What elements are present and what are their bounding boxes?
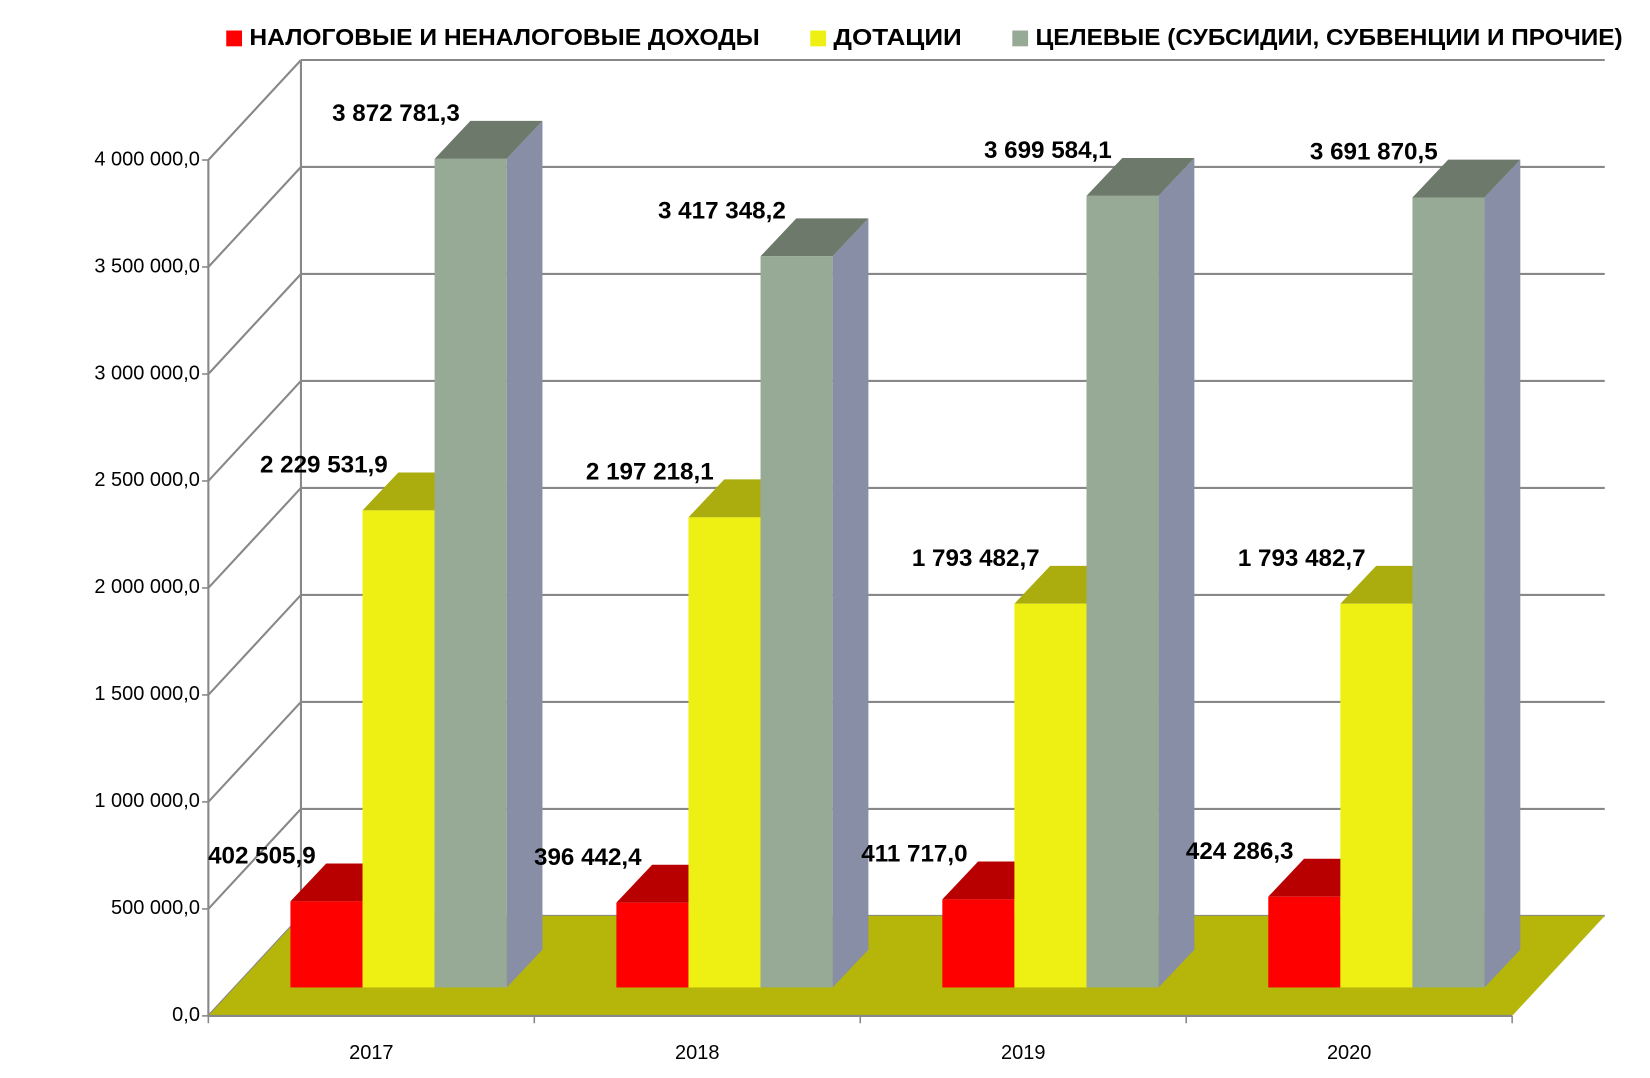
legend-label: ДОТАЦИИ [833, 24, 961, 50]
bar [1086, 196, 1158, 988]
data-label: 3 691 870,5 [1310, 139, 1438, 166]
data-label: 3 417 348,2 [658, 197, 786, 224]
y-tick-label: 3 500 000,0 [94, 255, 200, 277]
bar [1412, 198, 1484, 988]
legend-label: ЦЕЛЕВЫЕ (СУБСИДИИ, СУБВЕНЦИИ И ПРОЧИЕ) [1035, 24, 1622, 50]
y-tick-label: 1 500 000,0 [94, 683, 200, 705]
bar [1014, 604, 1086, 988]
page: 0,0 500 000,0 1 000 000,0 1 500 000,0 2 000 … [0, 0, 1650, 1078]
data-label: 1 793 482,7 [912, 545, 1040, 572]
x-tick-label: 2017 [349, 1042, 393, 1064]
y-tick-label: 2 000 000,0 [94, 576, 200, 598]
bar [435, 159, 507, 988]
bar [363, 510, 435, 987]
legend-marker [1012, 31, 1028, 47]
bar [761, 256, 833, 987]
y-tick-label: 4 000 000,0 [94, 148, 200, 170]
y-tick-label: 3 000 000,0 [94, 362, 200, 384]
data-label: 2 229 531,9 [260, 452, 388, 479]
bar-side [1485, 160, 1521, 988]
bar [688, 517, 760, 987]
y-tick-label: 2 500 000,0 [94, 469, 200, 491]
y-tick-label: 1 000 000,0 [94, 790, 200, 812]
data-label: 396 442,4 [534, 844, 642, 871]
bar-side [833, 218, 869, 987]
chart: 0,0 500 000,0 1 000 000,0 1 500 000,0 2 000 … [0, 0, 1650, 1078]
bar [290, 901, 362, 987]
y-tick-label: 0,0 [172, 1004, 200, 1026]
data-label: 424 286,3 [1186, 838, 1294, 865]
y-tick-label: 500 000,0 [111, 897, 200, 919]
bar [942, 899, 1014, 987]
legend-marker [810, 31, 826, 47]
bar [1340, 604, 1412, 988]
data-label: 411 717,0 [861, 841, 967, 868]
x-tick-label: 2018 [675, 1042, 719, 1064]
data-label: 2 197 218,1 [586, 459, 714, 486]
bar [616, 903, 688, 988]
bar [1268, 897, 1340, 988]
data-label: 3 872 781,3 [332, 100, 460, 127]
x-tick-label: 2019 [1001, 1042, 1045, 1064]
x-tick-label: 2020 [1327, 1042, 1371, 1064]
legend-marker [226, 31, 242, 47]
data-label: 3 699 584,1 [984, 137, 1112, 164]
data-label: 1 793 482,7 [1238, 545, 1366, 572]
legend-label: НАЛОГОВЫЕ И НЕНАЛОГОВЫЕ ДОХОДЫ [249, 24, 759, 50]
data-label: 402 505,9 [208, 843, 316, 870]
